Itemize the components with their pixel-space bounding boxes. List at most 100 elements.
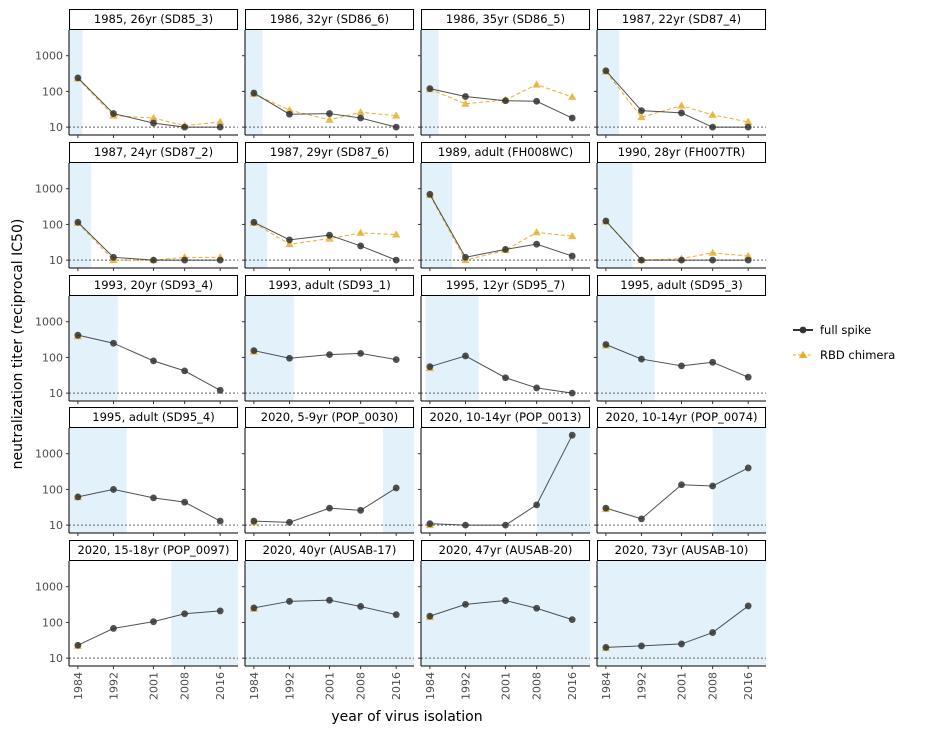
- full-spike-point: [181, 256, 189, 264]
- facet-strip: [421, 407, 590, 428]
- rbd-chimera-point: [392, 111, 401, 119]
- facet-strip: [597, 407, 766, 428]
- full-spike-point: [392, 356, 400, 363]
- x-tick-label: 2001: [324, 672, 337, 700]
- full-spike-point: [678, 481, 685, 489]
- full-spike-point: [250, 347, 258, 355]
- facet-title: 2020, 73yr (AUSAB-10): [615, 543, 749, 557]
- shaded-region: [421, 30, 439, 135]
- facet-strip: [421, 540, 590, 561]
- full-spike-point: [426, 190, 434, 198]
- facet-panel: 2020, 15-18yr (POP_0097) 10 100 1000 1984 199…: [35, 540, 238, 700]
- rbd-chimera-point: [461, 99, 470, 107]
- full-spike-point: [216, 256, 224, 264]
- full-spike-point: [110, 625, 117, 632]
- full-spike-point: [326, 596, 333, 604]
- full-spike-point: [678, 256, 685, 264]
- full-spike-point: [150, 256, 157, 264]
- rbd-chimera-point: [532, 228, 541, 236]
- full-spike-point: [462, 521, 469, 529]
- facet-strip: [69, 142, 238, 163]
- y-tick-label: 10: [49, 121, 63, 134]
- full-spike-point: [678, 362, 685, 370]
- shaded-region: [69, 296, 118, 401]
- x-tick-label: 2016: [566, 672, 579, 700]
- facet-title: 2020, 10-14yr (POP_0074): [605, 410, 757, 424]
- full-spike-point: [250, 218, 258, 226]
- rbd-chimera-point: [356, 228, 365, 236]
- facet-panel: 2020, 47yr (AUSAB-20) 1984 1992 2001 2008 201…: [418, 540, 590, 700]
- full-spike-point: [602, 341, 610, 348]
- y-tick-label: 100: [42, 351, 63, 364]
- shaded-region: [382, 428, 414, 533]
- rbd-chimera-point: [285, 239, 294, 248]
- full-spike-point: [392, 256, 400, 264]
- facet-title: 2020, 15-18yr (POP_0097): [77, 543, 229, 557]
- rbd-chimera-line: [77, 222, 221, 261]
- rbd-chimera-point: [677, 101, 686, 109]
- full-spike-point: [250, 517, 258, 525]
- full-spike-point: [392, 484, 400, 492]
- facet-strip: [421, 142, 590, 163]
- full-spike-point: [286, 110, 293, 118]
- facet-panel: 1987, 22yr (SD87_4): [594, 9, 766, 138]
- full-spike-line: [429, 88, 573, 119]
- x-tick-label: 1984: [424, 672, 437, 700]
- x-tick-label: 2008: [355, 672, 368, 700]
- full-spike-point: [216, 123, 224, 131]
- full-spike-point: [568, 431, 576, 439]
- full-spike-point: [181, 367, 189, 375]
- full-spike-line: [253, 92, 397, 128]
- full-spike-point: [533, 604, 541, 612]
- facet-panel: 1985, 26yr (SD85_3) 10 100 1000: [35, 9, 238, 138]
- full-spike-point: [638, 355, 645, 363]
- x-tick-label: 2008: [707, 672, 720, 700]
- full-spike-line: [77, 77, 221, 128]
- facet-panel: 1995, adult (SD95_3): [594, 275, 766, 404]
- full-spike-point: [426, 85, 434, 93]
- legend-label: full spike: [820, 323, 871, 337]
- rbd-chimera-point: [149, 113, 158, 121]
- facet-title: 1995, 12yr (SD95_7): [446, 278, 565, 292]
- facet-panel: 1993, adult (SD93_1): [242, 275, 414, 404]
- y-tick-label: 100: [42, 616, 63, 629]
- facet-panel: 1990, 28yr (FH007TR): [594, 142, 766, 271]
- facet-strip: [69, 407, 238, 428]
- full-spike-point: [709, 123, 717, 131]
- x-tick-label: 2016: [742, 672, 755, 700]
- facet-title: 2020, 47yr (AUSAB-20): [439, 543, 573, 557]
- facet-panel: 2020, 5-9yr (POP_0030): [242, 407, 414, 536]
- full-spike-point: [709, 256, 717, 264]
- y-tick-label: 100: [42, 218, 63, 231]
- facet-panel: 1989, adult (FH008WC): [418, 142, 590, 271]
- full-spike-point: [326, 351, 333, 359]
- full-spike-point: [744, 464, 752, 472]
- full-spike-point: [638, 256, 645, 264]
- facet-strip: [69, 275, 238, 296]
- facet-panel: 2020, 10-14yr (POP_0013): [418, 407, 590, 536]
- full-spike-point: [326, 504, 333, 512]
- facet-title: 1986, 32yr (SD86_6): [270, 12, 389, 26]
- rbd-chimera-point: [744, 117, 753, 125]
- full-spike-point: [150, 119, 157, 127]
- rbd-chimera-line: [77, 78, 221, 127]
- facet-strip: [245, 142, 414, 163]
- facet-title: 1995, adult (SD95_4): [92, 410, 214, 424]
- shaded-region: [421, 561, 590, 666]
- full-spike-point: [502, 245, 509, 253]
- full-spike-point: [426, 612, 434, 620]
- rbd-chimera-point: [708, 248, 717, 256]
- full-spike-point: [250, 604, 258, 612]
- shaded-region: [425, 296, 479, 401]
- x-tick-label: 1992: [635, 672, 648, 700]
- x-tick-label: 2001: [500, 672, 513, 700]
- x-tick-label: 1992: [107, 672, 120, 700]
- rbd-chimera-point: [325, 115, 334, 123]
- full-spike-point: [326, 231, 333, 239]
- facet-strip: [597, 275, 766, 296]
- shaded-region: [597, 30, 620, 135]
- full-spike-point: [744, 256, 752, 264]
- y-tick-label: 1000: [35, 183, 63, 196]
- full-spike-line: [253, 487, 397, 523]
